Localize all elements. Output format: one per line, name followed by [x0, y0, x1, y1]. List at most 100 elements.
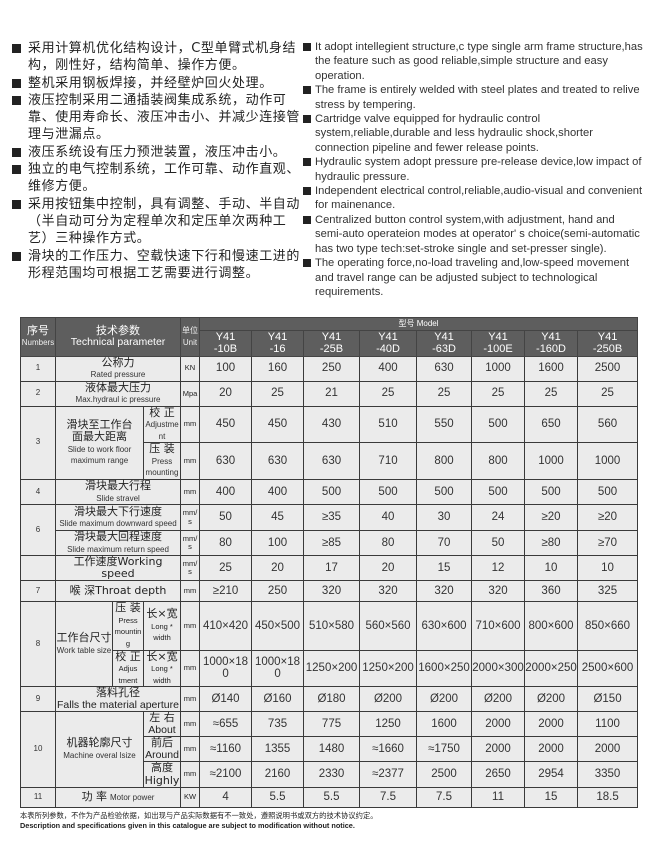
table-cell: 校 正 Adjustment: [142, 405, 182, 444]
value-cell: 775: [303, 711, 361, 738]
value-cell: 2000: [471, 736, 526, 763]
value-cell: 2650: [471, 761, 526, 788]
header-parameter: 技术参数 Technical parameter: [54, 317, 182, 357]
value-cell: 630: [303, 442, 361, 480]
value-cell: 11: [471, 786, 526, 808]
table-cell: 滑块至工作台 面最大距离 Slide to work floor maximum r…: [55, 405, 144, 480]
value-cell: 100: [251, 530, 305, 557]
row-table-size-adjust: 校 正 Adjus tment 长×宽 Long * width mm 1000×180…: [21, 649, 639, 688]
feature-text: 独立的电气控制系统，工作可靠、动作直观、维修方便。: [28, 162, 301, 195]
bullet-square-icon: [303, 43, 311, 51]
row-slide-stroke: 4 滑块最大行程 Slide stravel mm 400 400 500 500 500 500…: [20, 478, 639, 506]
value-cell: 550: [416, 405, 473, 444]
value-cell: 25: [416, 380, 473, 407]
table-cell: 机器轮廓尺寸 Machine overal lsize: [55, 711, 144, 788]
table-cell: 公称力 Rated pressure: [54, 355, 182, 382]
value-cell: ≥85: [303, 530, 361, 557]
value-cell: 1250: [359, 711, 418, 738]
row-slide-range-press: 压 装 Press mounting mm 630 630 630 710 800 800 100…: [21, 442, 639, 480]
table-cell: KW: [180, 786, 201, 808]
table-cell: 落料孔径 Falls the material aperture: [54, 686, 182, 713]
table-cell: 滑块最大下行速度 Slide maximum downward speed: [54, 504, 182, 532]
feature-item: 液压系统设有压力预泄装置，液压冲击小。: [10, 144, 300, 161]
feature-text: 整机采用钢板焊接，并经壁炉回火处理。: [28, 75, 273, 91]
model-header: Y41 -10B: [199, 330, 253, 357]
value-cell: 320: [416, 580, 473, 603]
value-cell: ≥70: [577, 530, 639, 557]
value-cell: 710: [359, 442, 418, 480]
value-cell: Ø200: [359, 686, 418, 713]
header-numbers: 序号 Numbers: [20, 317, 56, 357]
value-cell: 325: [577, 580, 639, 603]
value-cell: 20: [359, 555, 418, 582]
value-cell: 80: [199, 530, 253, 557]
value-cell: 25: [524, 380, 579, 407]
value-cell: 400: [199, 478, 253, 506]
value-cell: 360: [524, 580, 579, 603]
table-cell: 工作台尺寸 Work table size: [55, 601, 113, 688]
table-cell: mm: [180, 649, 201, 688]
row-max-hydraulic-pressure: 2 液体最大压力 Max.hydraul ic pressure Mpa 20 25 21 2…: [20, 380, 639, 407]
value-cell: 17: [303, 555, 361, 582]
feature-item: 液压控制采用二通插装阀集成系统，动作可靠、使用寿命长、液压冲击小、并减少连接管理…: [10, 92, 300, 144]
value-cell: 800: [416, 442, 473, 480]
row-downward-speed: 6 滑块最大下行速度 Slide maximum downward speed mm/…: [20, 504, 639, 557]
feature-text: 液压控制采用二通插装阀集成系统，动作可靠、使用寿命长、液压冲击小、并减少连接管理…: [28, 92, 301, 143]
table-cell: 9: [20, 686, 56, 713]
value-cell: 80: [359, 530, 418, 557]
value-cell: ≈2100: [199, 761, 253, 788]
bullet-square-icon: [303, 115, 311, 124]
table-cell: 液体最大压力 Max.hydraul ic pressure: [54, 380, 182, 407]
table-cell: 8: [20, 601, 56, 688]
value-cell: ≥20: [577, 504, 639, 532]
table-cell: 校 正 Adjus tment: [112, 649, 144, 688]
table-cell: 功 率 Motor power: [54, 786, 182, 808]
value-cell: 710×600: [471, 601, 526, 651]
table-cell: 压 装 Press mounting: [112, 601, 144, 651]
table-cell: mm: [180, 478, 201, 506]
table-cell: mm: [180, 761, 201, 788]
value-cell: 5.5: [251, 786, 305, 808]
row-motor-power: 11 功 率 Motor power KW 4 5.5 5.5 7.5 7.5 11 15 18.5: [20, 786, 639, 808]
value-cell: 25: [199, 555, 253, 582]
value-cell: Ø180: [303, 686, 361, 713]
model-header: Y41 -160D: [524, 330, 579, 357]
model-header: Y41 -63D: [416, 330, 473, 357]
value-cell: Ø200: [416, 686, 473, 713]
feature-text: 采用按钮集中控制，具有调整、手动、半自动（半自动可分为定程单次和定压单次两种工艺…: [28, 196, 301, 247]
value-cell: Ø200: [471, 686, 526, 713]
row-working-speed: 工作速度Working speed mm/s 25 20 17 20 15 12 10 10: [20, 555, 639, 582]
bullet-square-icon: [303, 215, 311, 224]
table-cell: mm: [180, 686, 201, 713]
table-cell: 高度Highly: [142, 761, 182, 788]
value-cell: 1355: [251, 736, 305, 763]
feature-item: 采用按钮集中控制，具有调整、手动、半自动（半自动可分为定程单次和定压单次两种工艺…: [10, 196, 300, 248]
table-cell: 2: [20, 380, 56, 407]
value-cell: 2000: [524, 736, 579, 763]
value-cell: 250: [251, 580, 305, 603]
value-cell: 800×600: [524, 601, 579, 651]
table-cell: Mpa: [180, 380, 201, 407]
table-cell: 11: [20, 786, 56, 808]
value-cell: 25: [251, 380, 305, 407]
feature-item: 滑块的工作压力、空载快速下行和慢速工进的形程范围均可根据工艺需要进行调整。: [10, 248, 300, 283]
value-cell: 250: [303, 355, 361, 382]
value-cell: 500: [359, 478, 418, 506]
table-cell: mm: [180, 736, 201, 763]
value-cell: 320: [359, 580, 418, 603]
feature-item: Cartridge valve equipped for hydraulic c…: [303, 112, 645, 155]
table-cell: mm: [180, 442, 201, 480]
value-cell: 2000: [471, 711, 526, 738]
feature-text: It adopt intellegient structure,c type s…: [315, 41, 643, 82]
value-cell: 15: [524, 786, 579, 808]
feature-text: 采用计算机优化结构设计，C型单臂式机身结构，刚性好，结构简单、操作方便。: [28, 41, 297, 74]
value-cell: 560: [577, 405, 639, 444]
bullet-square-icon: [12, 251, 21, 261]
model-header: Y41 -250B: [577, 330, 639, 357]
value-cell: 320: [471, 580, 526, 603]
row-table-size-press: 8 工作台尺寸 Work table size 压 装 Press mounting…: [20, 601, 639, 688]
value-cell: 10: [524, 555, 579, 582]
header-unit: 单位 Unit: [180, 317, 201, 357]
feature-item: 采用计算机优化结构设计，C型单臂式机身结构，刚性好，结构简单、操作方便。: [10, 40, 300, 75]
